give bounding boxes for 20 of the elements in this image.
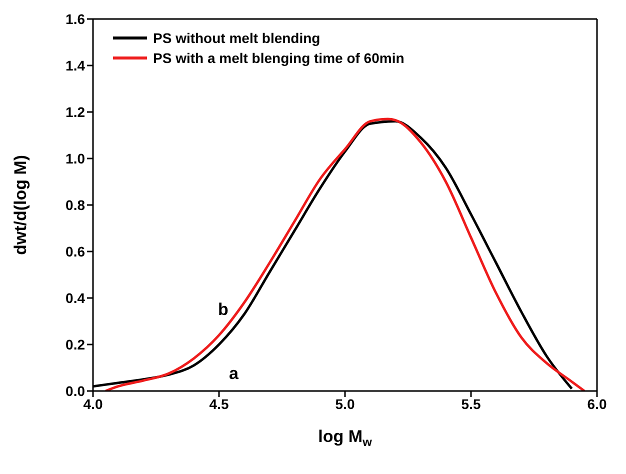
y-tick-label: 0.6 [66,243,86,260]
x-tick-label: 5.0 [335,396,355,412]
legend-label: PS with a melt blenging time of 60min [153,50,404,66]
y-tick-label: 1.2 [66,104,86,120]
y-axis-title: dwt/d(log M) [11,154,30,256]
annotation: a [229,364,238,384]
x-tick-label: 6.0 [587,396,607,412]
y-tick-label: 0.4 [66,290,86,306]
x-tick-label: 4.0 [83,396,103,412]
x-tick-label: 4.5 [209,396,229,412]
legend-label: PS without melt blending [153,30,320,46]
y-tick-label: 1.6 [66,10,86,27]
y-tick-label: 0.0 [66,382,86,399]
annotation: b [218,300,228,320]
y-tick-label: 1.4 [66,57,86,74]
y-tick-label: 0.8 [66,196,86,213]
y-tick-label: 1.0 [66,150,86,166]
x-tick-label: 5.5 [461,396,481,412]
x-axis-title: log M$_{w}$ [318,427,373,449]
y-tick-label: 0.2 [66,336,86,352]
